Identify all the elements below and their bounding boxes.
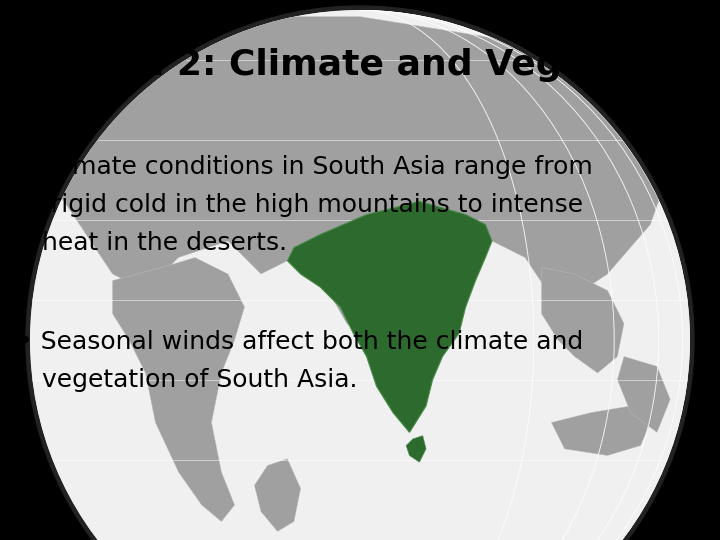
Text: • Seasonal winds affect both the climate and: • Seasonal winds affect both the climate… — [18, 330, 583, 354]
Polygon shape — [333, 267, 426, 380]
Text: heat in the deserts.: heat in the deserts. — [18, 231, 287, 255]
Text: vegetation of South Asia.: vegetation of South Asia. — [18, 368, 358, 392]
Ellipse shape — [26, 6, 694, 540]
Polygon shape — [618, 356, 670, 433]
Polygon shape — [254, 459, 301, 531]
Polygon shape — [552, 406, 650, 456]
Polygon shape — [112, 258, 245, 522]
Polygon shape — [287, 201, 492, 433]
Text: Section 2: Climate and Vegetation: Section 2: Climate and Vegetation — [12, 48, 708, 82]
Polygon shape — [47, 17, 673, 307]
Ellipse shape — [30, 10, 690, 540]
Polygon shape — [541, 267, 624, 373]
Text: • Climate conditions in South Asia range from: • Climate conditions in South Asia range… — [18, 155, 593, 179]
Text: frigid cold in the high mountains to intense: frigid cold in the high mountains to int… — [18, 193, 583, 217]
Polygon shape — [406, 436, 426, 462]
